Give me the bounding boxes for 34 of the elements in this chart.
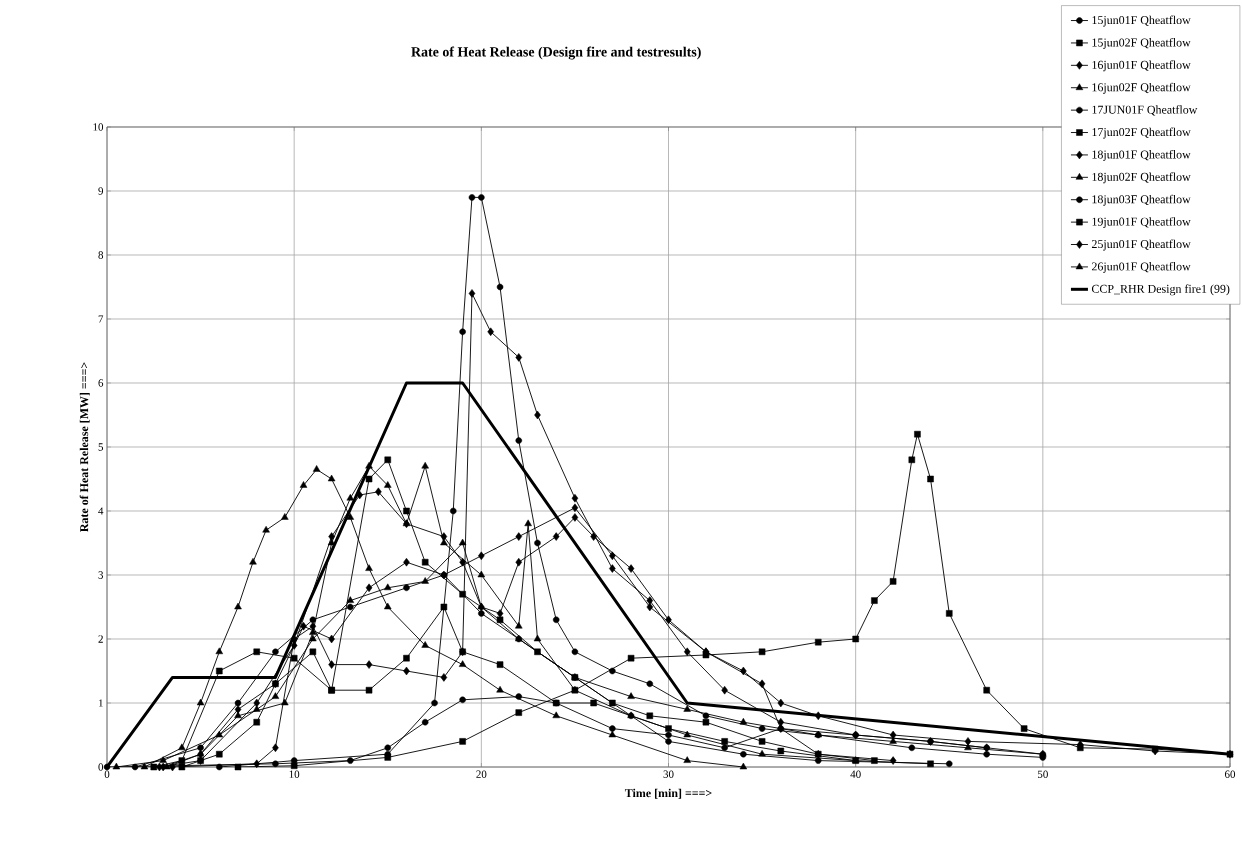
y-tick-label: 5 — [98, 443, 104, 451]
y-tick-label: 6 — [98, 379, 104, 387]
legend-label: 26jun01F Qheatflow — [1091, 261, 1191, 273]
x-tick-label: 50 — [1038, 770, 1048, 778]
y-tick-label: 8 — [98, 251, 104, 259]
y-tick-label: 10 — [93, 123, 104, 131]
legend-label: 25jun01F Qheatflow — [1091, 239, 1191, 251]
x-tick-label: 40 — [850, 770, 861, 778]
x-tick-label: 10 — [289, 770, 300, 778]
legend-label: 18jun02F Qheatflow — [1092, 172, 1191, 184]
y-tick-label: 4 — [98, 507, 104, 515]
legend-label: CCP_RHR Design fire1 (99) — [1091, 284, 1230, 296]
y-axis-title: Rate of Heat Release [MW] ===> — [79, 362, 90, 532]
chart-title: Rate of Heat Release (Design fire and testresults) — [411, 46, 701, 60]
legend-label: 17jun02F Qheatflow — [1092, 127, 1191, 139]
x-tick-label: 20 — [476, 770, 487, 778]
y-tick-label: 3 — [98, 571, 104, 579]
legend-label: 18jun01F Qheatflow — [1092, 149, 1191, 161]
x-tick-label: 30 — [663, 770, 674, 778]
legend-label: 16jun02F Qheatflow — [1092, 82, 1191, 94]
legend-label: 15jun02F Qheatflow — [1092, 37, 1191, 49]
legend-label: 17JUN01F Qheatflow — [1092, 105, 1198, 116]
y-tick-label: 0 — [98, 763, 104, 771]
legend-label: 16jun01F Qheatflow — [1092, 60, 1191, 72]
y-tick-label: 1 — [98, 699, 103, 707]
y-tick-label: 7 — [98, 315, 104, 323]
x-tick-label: 0 — [104, 770, 110, 778]
x-tick-label: 60 — [1224, 770, 1236, 778]
legend-label: 15jun01F Qheatflow — [1092, 15, 1191, 27]
legend-label: 18jun03F Qheatflow — [1092, 194, 1191, 206]
y-tick-label: 2 — [98, 635, 103, 643]
legend-label: 19jun01F Qheatflow — [1092, 217, 1191, 229]
x-axis-title: Time [min] ===> — [624, 788, 712, 799]
y-tick-label: 9 — [98, 187, 104, 195]
